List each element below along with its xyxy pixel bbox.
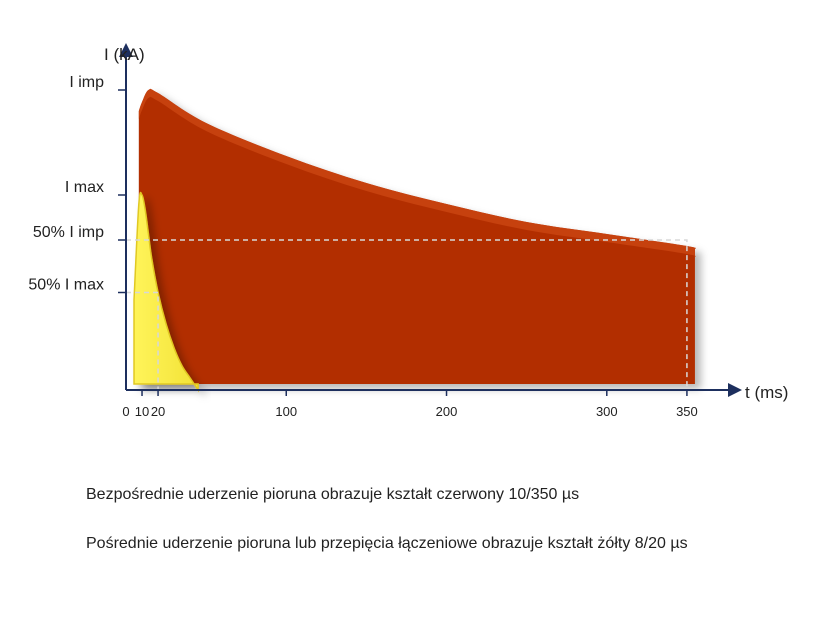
y-tick-label-1: I max bbox=[65, 179, 104, 196]
series-yellow-area bbox=[133, 191, 199, 393]
x-tick-label-3: 100 bbox=[275, 404, 297, 419]
series-red-area bbox=[138, 88, 696, 384]
x-tick-label-5: 300 bbox=[596, 404, 618, 419]
reference-line-1 bbox=[126, 291, 159, 390]
series-yellow-8-20 bbox=[133, 191, 199, 393]
caption-red-shape: Bezpośrednie uderzenie pioruna obrazuje … bbox=[86, 486, 580, 503]
x-tick-label-2: 20 bbox=[151, 404, 165, 419]
y-axis-label: I (kA) bbox=[104, 45, 145, 64]
x-tick-label-4: 200 bbox=[436, 404, 458, 419]
caption-yellow-shape: Pośrednie uderzenie pioruna lub przepięc… bbox=[86, 535, 688, 552]
series-red-10-350 bbox=[138, 88, 696, 384]
x-tick-label-1: 10 bbox=[135, 404, 149, 419]
x-tick-label-6: 350 bbox=[676, 404, 698, 419]
x-ticks: 0 10 20 100 200 300 350 bbox=[122, 390, 698, 419]
y-tick-label-3: 50% I max bbox=[28, 277, 104, 294]
reference-line-0 bbox=[126, 239, 688, 390]
x-tick-label-0: 0 bbox=[122, 404, 129, 419]
x-axis-label: t (ms) bbox=[745, 383, 788, 402]
y-tick-label-2: 50% I imp bbox=[33, 224, 104, 241]
reference-lines bbox=[126, 239, 688, 390]
y-ticks: I imp I max 50% I imp 50% I max bbox=[28, 74, 126, 294]
y-tick-label-0: I imp bbox=[69, 74, 104, 91]
